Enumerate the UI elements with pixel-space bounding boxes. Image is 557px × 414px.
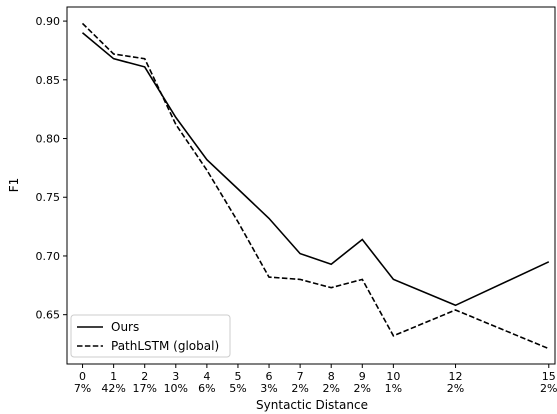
x-tick-label: 2: [141, 370, 148, 383]
x-tick-percent-label: 2%: [322, 382, 339, 395]
x-tick-label: 4: [203, 370, 210, 383]
x-tick-label: 8: [328, 370, 335, 383]
series-line-ours: [81, 32, 550, 307]
x-tick-percent-label: 6%: [198, 382, 215, 395]
x-tick-label: 12: [449, 370, 463, 383]
x-tick-percent-label: 1%: [385, 382, 402, 395]
axes-frame: [66, 6, 556, 365]
x-tick-label: 0: [79, 370, 86, 383]
legend-label-pathlstm-global: PathLSTM (global): [111, 339, 219, 353]
y-tick-label: 0.70: [36, 250, 61, 263]
x-tick-percent-label: 42%: [101, 382, 125, 395]
plot-area: [81, 22, 550, 350]
x-tick-percent-label: 2%: [291, 382, 308, 395]
x-tick-percent-label: 2%: [447, 382, 464, 395]
y-tick-label: 0.75: [36, 191, 61, 204]
x-tick-label: 10: [386, 370, 400, 383]
x-tick-label: 9: [359, 370, 366, 383]
y-tick-label: 0.65: [36, 309, 61, 322]
x-tick-percent-label: 2%: [540, 382, 557, 395]
x-tick-percent-label: 10%: [164, 382, 188, 395]
y-tick-label: 0.90: [36, 15, 61, 28]
x-tick-label: 5: [234, 370, 241, 383]
series-line-pathlstm-global: [81, 22, 550, 350]
axes: 0.650.700.750.800.850.9007%142%217%310%4…: [36, 6, 557, 395]
legend-label-ours: Ours: [111, 320, 139, 334]
x-tick-label: 6: [266, 370, 273, 383]
legend-box: [70, 314, 231, 358]
legend: Ours PathLSTM (global): [70, 314, 231, 358]
x-tick-label: 3: [172, 370, 179, 383]
x-tick-percent-label: 7%: [74, 382, 91, 395]
x-tick-percent-label: 17%: [132, 382, 156, 395]
x-tick-percent-label: 5%: [229, 382, 246, 395]
x-tick-label: 1: [110, 370, 117, 383]
x-tick-label: 15: [542, 370, 556, 383]
x-axis-title: Syntactic Distance: [256, 398, 368, 412]
x-tick-percent-label: 2%: [354, 382, 371, 395]
y-axis-title: F1: [7, 178, 21, 193]
x-tick-label: 7: [297, 370, 304, 383]
x-tick-percent-label: 3%: [260, 382, 277, 395]
y-tick-label: 0.85: [36, 74, 61, 87]
y-tick-label: 0.80: [36, 133, 61, 146]
